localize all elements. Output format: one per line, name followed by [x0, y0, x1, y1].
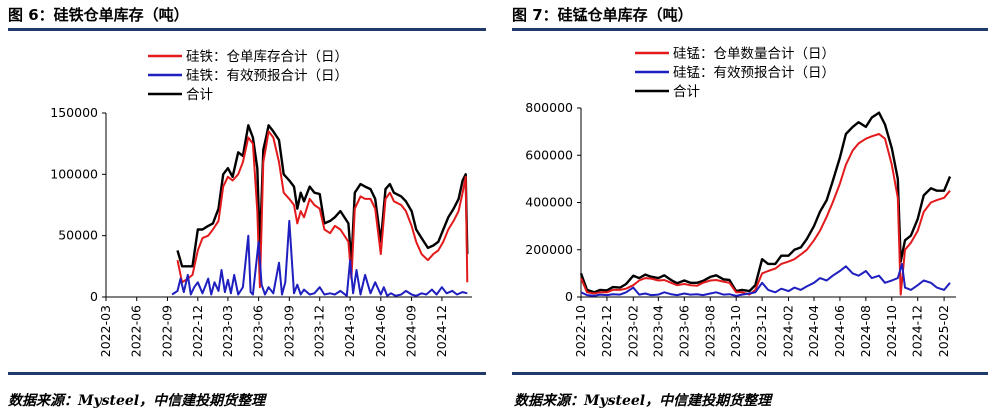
series-line-0 — [176, 130, 469, 289]
y-tick-label: 0 — [565, 289, 573, 304]
x-tick-label: 2023-10 — [728, 305, 743, 357]
x-tick-label: 2023-06 — [676, 305, 691, 357]
series-line-2 — [176, 124, 469, 268]
legend-label: 硅锰：仓单数量合计（日） — [673, 46, 835, 62]
x-tick-label: 2024-03 — [342, 305, 357, 357]
x-tick-label: 2023-02 — [625, 305, 640, 357]
x-tick-label: 2024-06 — [832, 305, 847, 357]
y-tick-label: 0 — [90, 289, 98, 304]
x-tick-label: 2023-06 — [251, 305, 266, 357]
legend-label: 硅锰：有效预报合计（日） — [673, 65, 835, 81]
x-tick-label: 2024-10 — [884, 305, 899, 357]
x-tick-label: 2024-12 — [910, 305, 925, 357]
y-tick-label: 600000 — [525, 147, 573, 162]
x-tick-label: 2024-12 — [434, 305, 449, 357]
x-tick-label: 2024-08 — [858, 305, 873, 357]
series-line-1 — [171, 219, 468, 297]
x-tick-label: 2024-09 — [404, 305, 419, 357]
x-tick-label: 2022-10 — [573, 305, 588, 357]
x-tick-label: 2022-12 — [190, 305, 205, 357]
y-tick-label: 150000 — [50, 105, 98, 120]
figure-6-top-rule — [8, 28, 486, 31]
x-tick-label: 2022-09 — [159, 305, 174, 357]
x-tick-label: 2022-06 — [129, 305, 144, 357]
chart-silicon-manganese: 0 200000 400000 600000 800000 2022-10 2022-12 2… — [525, 46, 956, 357]
series-line-0 — [580, 133, 951, 296]
figure-7-title: 图 7：硅锰仓单库存（吨） — [512, 6, 693, 24]
legend-label: 硅铁：仓单库存合计（日） — [186, 49, 348, 65]
x-tick-label: 2023-12 — [312, 305, 327, 357]
x-tick-label: 2023-08 — [702, 305, 717, 357]
x-tick-label: 2025-02 — [936, 305, 951, 357]
x-tick-label: 2024-04 — [806, 305, 821, 357]
y-tick-label: 800000 — [525, 100, 573, 115]
series-line-2 — [579, 111, 952, 294]
figure-7-top-rule — [512, 28, 988, 31]
x-tick-label: 2024-02 — [780, 305, 795, 357]
figure-7-bottom-rule — [512, 372, 988, 375]
series-line-1 — [580, 262, 951, 297]
figure-6-source: 数据来源：Mysteel，中信建投期货整理 — [8, 393, 266, 409]
legend-label: 硅铁：有效预报合计（日） — [186, 68, 348, 84]
y-tick-label: 200000 — [525, 242, 573, 257]
figure-6-title: 图 6：硅铁仓单库存（吨） — [8, 6, 189, 24]
x-tick-label: 2024-06 — [373, 305, 388, 357]
x-tick-label: 2023-04 — [650, 305, 665, 357]
y-tick-label: 100000 — [50, 166, 98, 181]
y-tick-label: 400000 — [525, 195, 573, 210]
x-tick-label: 2022-12 — [599, 305, 614, 357]
chart-silicon-iron: 0 50000 100000 150000 2022-03 2022-06 2022-09 2… — [50, 49, 472, 357]
x-tick-label: 2022-03 — [98, 305, 113, 357]
x-tick-label: 2023-12 — [754, 305, 769, 357]
x-tick-label: 2023-03 — [220, 305, 235, 357]
x-tick-label: 2023-09 — [281, 305, 296, 357]
legend-label: 合计 — [186, 87, 213, 103]
figure-7-source: 数据来源：Mysteel，中信建投期货整理 — [514, 393, 772, 409]
y-tick-label: 50000 — [58, 228, 98, 243]
figure-6-bottom-rule — [8, 372, 486, 375]
legend-label: 合计 — [673, 84, 700, 100]
